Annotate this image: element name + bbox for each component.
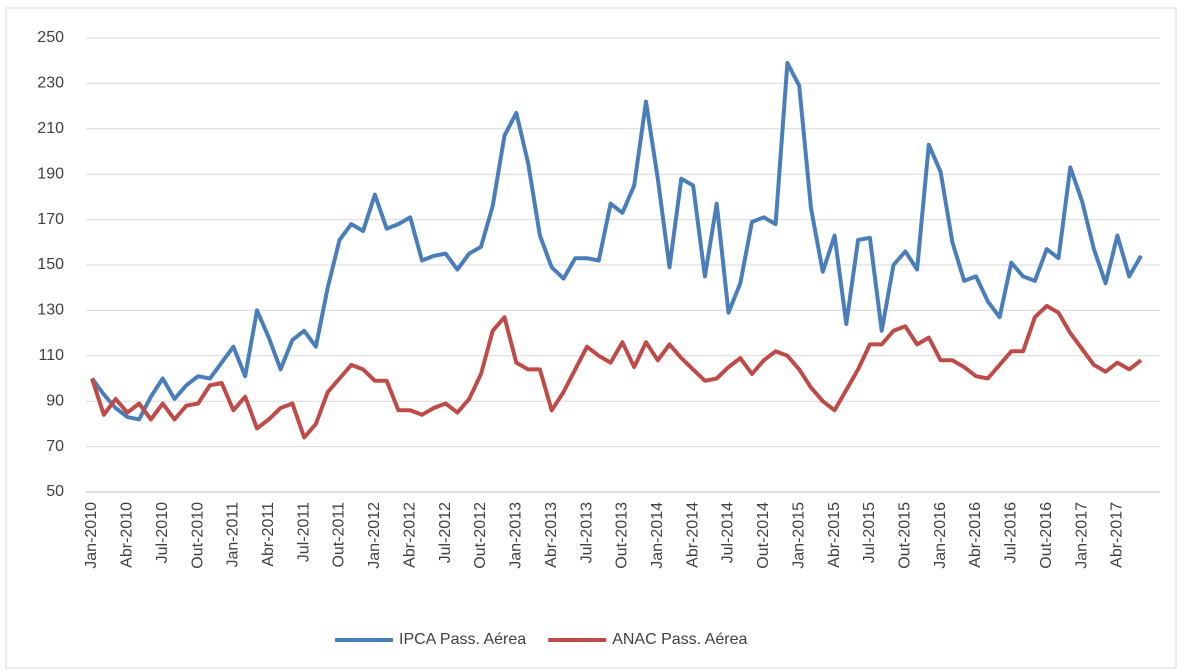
x-tick-label: Jul-2010	[154, 502, 171, 563]
y-tick-label: 170	[37, 211, 64, 228]
x-tick-label: Out-2010	[189, 502, 206, 569]
x-tick-label: Abr-2015	[826, 502, 843, 568]
series-line	[90, 61, 1143, 422]
x-tick-label: Abr-2017	[1109, 502, 1126, 568]
y-tick-label: 150	[37, 256, 64, 273]
x-tick-label: Abr-2011	[260, 502, 277, 567]
x-tick-label: Jan-2013	[508, 502, 525, 569]
y-tick-label: 250	[37, 29, 64, 46]
y-tick-label: 130	[37, 302, 64, 319]
x-tick-label: Out-2014	[755, 502, 772, 569]
series-line	[90, 303, 1143, 440]
x-tick-label: Abr-2010	[119, 502, 136, 568]
x-tick-label: Abr-2013	[543, 502, 560, 568]
x-tick-label: Abr-2012	[401, 502, 418, 568]
x-tick-label: Jul-2012	[437, 502, 454, 563]
y-tick-label: 190	[37, 165, 64, 182]
x-tick-label: Jul-2016	[1003, 502, 1020, 563]
y-tick-label: 70	[46, 438, 64, 455]
x-tick-label: Out-2013	[614, 502, 631, 569]
x-tick-label: Jul-2015	[861, 502, 878, 563]
x-tick-label: Out-2015	[896, 502, 913, 569]
x-tick-label: Jan-2014	[649, 502, 666, 569]
x-tick-label: Abr-2014	[684, 502, 701, 568]
x-tick-label: Out-2011	[331, 502, 348, 568]
x-tick-label: Jan-2016	[932, 502, 949, 569]
x-tick-label: Abr-2016	[967, 502, 984, 568]
x-tick-label: Jul-2011	[295, 502, 312, 562]
x-tick-label: Out-2012	[472, 502, 489, 569]
y-tick-label: 230	[37, 75, 64, 92]
x-tick-label: Jul-2014	[720, 502, 737, 563]
y-tick-label: 90	[46, 392, 64, 409]
x-tick-label: Jan-2010	[83, 502, 100, 569]
chart-border	[5, 7, 1177, 669]
x-tick-label: Out-2016	[1038, 502, 1055, 569]
y-tick-label: 50	[46, 483, 64, 500]
y-tick-label: 110	[38, 347, 64, 364]
legend-label: ANAC Pass. Aérea	[612, 631, 747, 648]
x-tick-label: Jan-2017	[1073, 502, 1090, 569]
y-tick-label: 210	[37, 120, 64, 137]
legend-label: IPCA Pass. Aérea	[399, 631, 526, 648]
x-tick-label: Jan-2011	[225, 502, 242, 568]
x-tick-label: Jul-2013	[578, 502, 595, 563]
x-tick-label: Jan-2012	[366, 502, 383, 569]
x-tick-label: Jan-2015	[790, 502, 807, 569]
